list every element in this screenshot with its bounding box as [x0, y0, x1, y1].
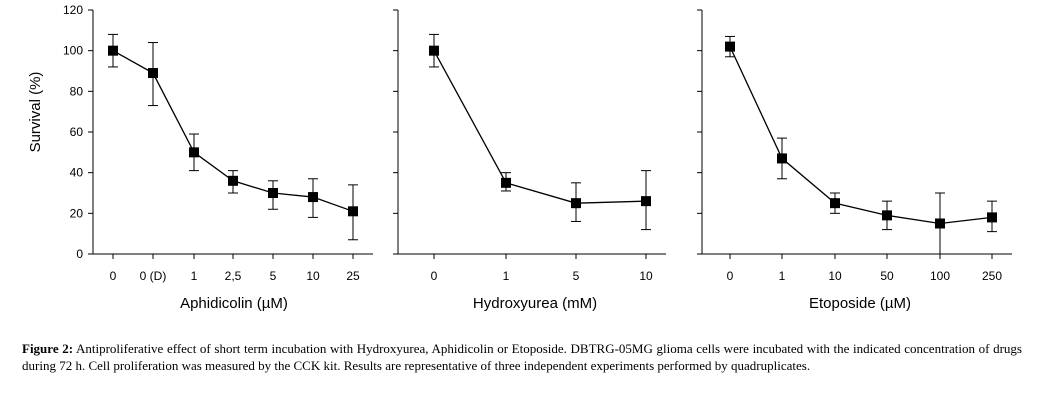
- caption-text: Antiproliferative effect of short term i…: [22, 341, 1022, 373]
- y-tick-label: 80: [70, 84, 84, 98]
- y-tick-label: 0: [76, 247, 83, 261]
- x-tick-label: 0 (D): [140, 269, 167, 283]
- data-point: [501, 177, 511, 188]
- y-tick-label: 20: [70, 206, 84, 220]
- x-tick-label: 0: [727, 269, 734, 283]
- x-tick-label: 0: [110, 269, 117, 283]
- series-line: [729, 46, 993, 225]
- y-tick-label: 100: [63, 44, 83, 58]
- x-axis-label: Etoposide (µM): [809, 295, 911, 312]
- x-tick-label: 1: [503, 269, 510, 283]
- aphidicolin-panel: 0 20 40 60 80 100 120 Survival (%) 0 0 (D) 1 2,5 5 10…: [27, 3, 373, 312]
- data-point: [308, 192, 318, 203]
- x-tick-label: 250: [982, 269, 1002, 283]
- x-tick-label: 1: [191, 269, 198, 283]
- caption-label: Figure 2:: [22, 341, 74, 356]
- x-tick-label: 25: [346, 269, 360, 283]
- y-tick-label: 120: [63, 3, 83, 17]
- x-tick-label: 5: [573, 269, 580, 283]
- x-tick-label: 100: [930, 269, 950, 283]
- data-point: [429, 45, 439, 56]
- data-point: [725, 41, 735, 52]
- x-tick-label: 0: [431, 269, 438, 283]
- x-axis-label: Aphidicolin (µM): [180, 295, 288, 312]
- x-tick-label: 2,5: [225, 269, 242, 283]
- etoposide-panel: 0 1 10 50 100 250 Etoposide (µM): [697, 9, 1012, 312]
- data-point: [189, 147, 199, 158]
- figure-caption: Figure 2: Antiproliferative effect of sh…: [22, 340, 1022, 374]
- hydroxyurea-panel: 0 1 5 10 Hydroxyurea (mM): [393, 9, 666, 312]
- data-point: [228, 175, 238, 186]
- x-tick-label: 10: [306, 269, 320, 283]
- data-point: [108, 45, 118, 56]
- x-axis-label: Hydroxyurea (mM): [473, 295, 597, 312]
- x-tick-label: 50: [880, 269, 894, 283]
- data-point: [348, 206, 358, 217]
- data-point: [987, 212, 997, 223]
- y-axis-label: Survival (%): [27, 72, 44, 153]
- data-point: [571, 198, 581, 209]
- x-tick-label: 10: [828, 269, 842, 283]
- data-point: [777, 153, 787, 164]
- data-point: [268, 188, 278, 198]
- data-point: [882, 210, 892, 221]
- data-point: [935, 218, 945, 229]
- data-point: [641, 196, 651, 207]
- y-tick-label: 60: [70, 125, 84, 139]
- series-line: [433, 50, 647, 204]
- x-tick-label: 1: [779, 269, 786, 283]
- y-tick-label: 40: [70, 166, 84, 180]
- data-point: [148, 68, 158, 79]
- x-tick-label: 5: [270, 269, 277, 283]
- x-tick-label: 10: [639, 269, 653, 283]
- data-point: [830, 198, 840, 209]
